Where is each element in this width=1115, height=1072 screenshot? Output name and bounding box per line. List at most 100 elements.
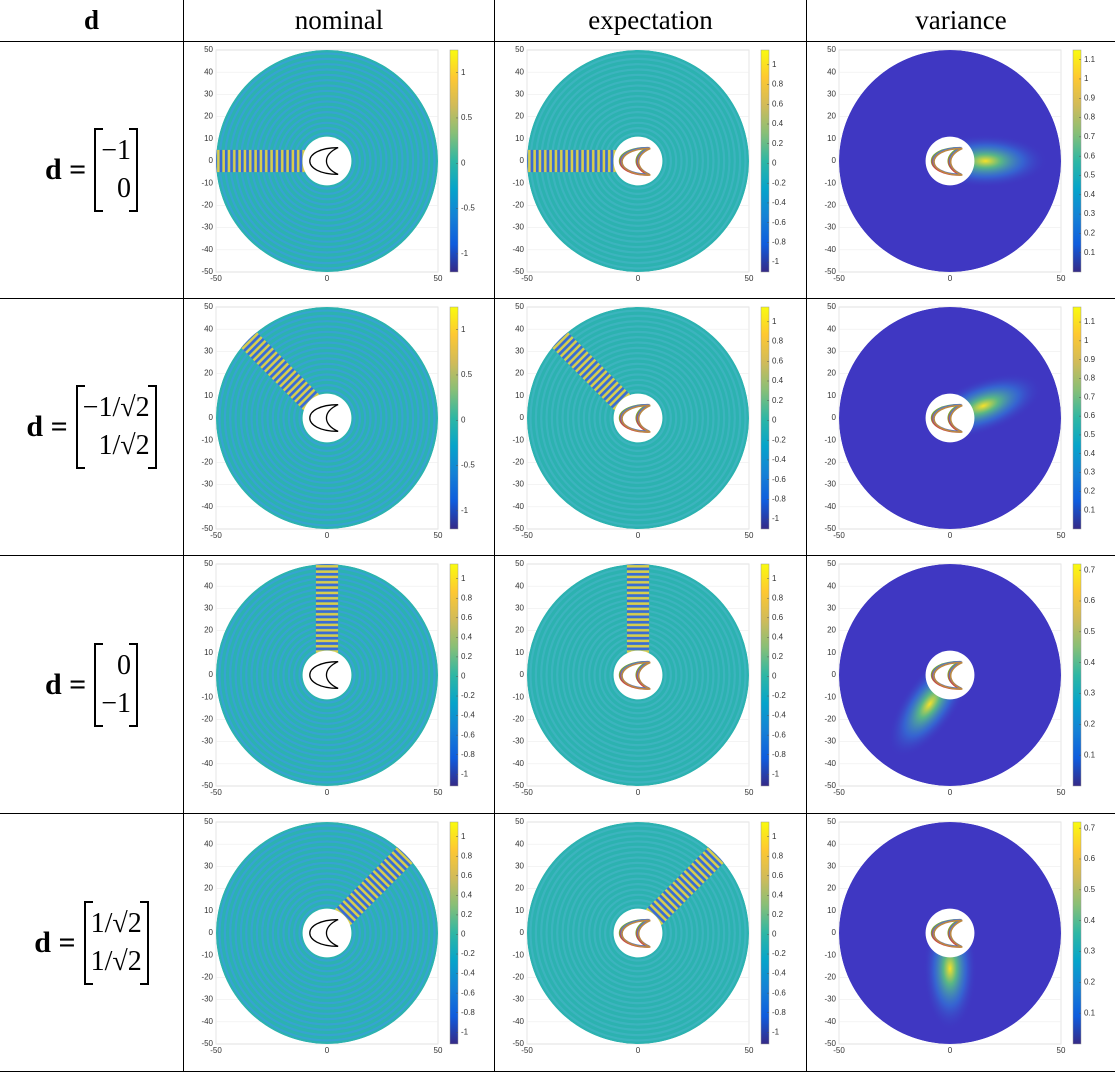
row-label: d =0−1: [0, 556, 183, 814]
colorbar-tick-label: 0.2: [772, 396, 784, 405]
y-tick-label: 50: [515, 45, 524, 54]
colorbar-tick-label: 0.5: [1084, 885, 1096, 894]
y-tick-label: 50: [827, 817, 836, 826]
colorbar-tick-label: -0.6: [772, 730, 786, 739]
colorbar-tick-label: -0.2: [461, 949, 475, 958]
y-tick-label: 10: [204, 391, 213, 400]
header-cell: expectation: [494, 0, 806, 42]
y-tick-label: -40: [512, 245, 524, 254]
colorbar-tick-label: 0: [772, 416, 777, 425]
y-tick-label: -30: [512, 223, 524, 232]
colorbar-tick-label: 0.4: [1084, 190, 1096, 199]
x-tick-label: 0: [325, 274, 330, 283]
y-tick-label: -50: [201, 781, 213, 790]
y-tick-label: 10: [204, 648, 213, 657]
matrix-entry: 0: [117, 170, 131, 208]
y-tick-label: -20: [201, 715, 213, 724]
colorbar-tick-label: 1: [461, 68, 466, 77]
colorbar-tick-label: 0.8: [772, 337, 784, 346]
y-tick-label: -30: [201, 223, 213, 232]
colorbar-tick-label: 0.2: [772, 910, 784, 919]
y-tick-label: 40: [204, 67, 213, 76]
colorbar-tick-label: 0: [461, 930, 466, 939]
x-tick-label: 0: [325, 1046, 330, 1055]
y-tick-label: 30: [515, 862, 524, 871]
panel: -50050-50-40-30-20-1001020304050-1-0.8-0…: [184, 556, 494, 814]
colorbar-tick-label: 1.1: [1084, 55, 1096, 64]
y-tick-label: -20: [201, 201, 213, 210]
colorbar-tick-label: 1: [1084, 74, 1089, 83]
y-tick-label: -40: [824, 1017, 836, 1026]
colorbar-tick-label: 0.8: [461, 851, 473, 860]
y-tick-label: 30: [204, 862, 213, 871]
y-tick-label: -30: [201, 737, 213, 746]
colorbar-tick-label: -1: [772, 514, 780, 523]
colorbar-tick-label: 0: [461, 158, 466, 167]
y-tick-label: -10: [512, 435, 524, 444]
colorbar-tick-label: -0.8: [772, 1008, 786, 1017]
colorbar-tick-label: 1: [461, 325, 466, 334]
colorbar-tick-label: -0.2: [772, 691, 786, 700]
beam: [525, 150, 618, 172]
colorbar-tick-label: 0.8: [1084, 374, 1096, 383]
beam: [627, 562, 649, 655]
y-tick-label: 10: [515, 391, 524, 400]
y-tick-label: -30: [512, 995, 524, 1004]
colorbar-tick-label: -0.2: [772, 178, 786, 187]
y-tick-label: -10: [824, 950, 836, 959]
y-tick-label: -30: [201, 480, 213, 489]
y-tick-label: -40: [201, 502, 213, 511]
panel-cell: -50050-50-40-30-20-1001020304050-1-0.500…: [183, 42, 494, 299]
matrix-entry: −1: [101, 685, 131, 723]
colorbar-tick-label: 0.5: [461, 370, 473, 379]
label-lhs: d =: [45, 153, 86, 187]
y-tick-label: 0: [520, 413, 525, 422]
colorbar-tick-label: -0.2: [461, 691, 475, 700]
y-tick-label: -40: [512, 502, 524, 511]
y-tick-label: -40: [824, 245, 836, 254]
colorbar-tick-label: 0.7: [1084, 132, 1096, 141]
colorbar-tick-label: 0.5: [1084, 627, 1096, 636]
x-tick-label: 50: [1057, 788, 1066, 797]
colorbar-tick-label: 0.7: [1084, 823, 1096, 832]
y-tick-label: -50: [512, 1039, 524, 1048]
y-tick-label: 50: [515, 559, 524, 568]
y-tick-label: -10: [512, 178, 524, 187]
matrix-entry: −1/√2: [83, 389, 150, 427]
y-tick-label: -20: [512, 458, 524, 467]
y-tick-label: 50: [204, 45, 213, 54]
panel: -50050-50-40-30-20-1001020304050-1-0.8-0…: [495, 299, 806, 556]
panel: -50050-50-40-30-20-10010203040500.10.20.…: [807, 42, 1115, 299]
x-tick-label: 0: [948, 274, 953, 283]
y-tick-label: -20: [824, 973, 836, 982]
colorbar-tick-label: -0.8: [772, 495, 786, 504]
x-tick-label: 0: [948, 788, 953, 797]
header-cell: variance: [806, 0, 1115, 42]
colorbar-tick-label: -0.4: [772, 198, 786, 207]
y-tick-label: 40: [515, 324, 524, 333]
y-tick-label: -20: [201, 458, 213, 467]
x-tick-label: 50: [1057, 531, 1066, 540]
colorbar-tick-label: 0.1: [1084, 248, 1096, 257]
matrix-entry: 1/√2: [91, 905, 142, 943]
y-tick-label: -20: [824, 458, 836, 467]
y-tick-label: 40: [515, 839, 524, 848]
colorbar-tick-label: -0.8: [772, 750, 786, 759]
y-tick-label: 0: [209, 928, 214, 937]
y-tick-label: 30: [204, 90, 213, 99]
y-tick-label: -50: [201, 1039, 213, 1048]
colorbar: [761, 307, 769, 529]
colorbar-tick-label: -1: [461, 249, 469, 258]
x-tick-label: 50: [745, 1046, 754, 1055]
y-tick-label: 50: [515, 302, 524, 311]
y-tick-label: 20: [515, 884, 524, 893]
colorbar-tick-label: 1: [772, 832, 777, 841]
y-tick-label: -30: [824, 223, 836, 232]
y-tick-label: 40: [204, 581, 213, 590]
colorbar: [450, 822, 458, 1044]
x-tick-label: 0: [325, 531, 330, 540]
colorbar-tick-label: -1: [772, 769, 780, 778]
